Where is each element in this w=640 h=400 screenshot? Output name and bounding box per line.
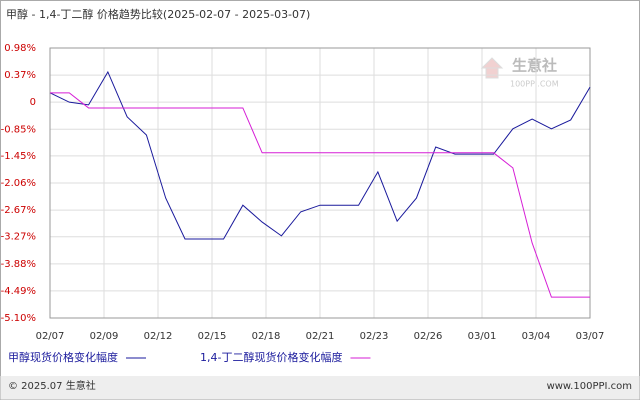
y-tick-label: -2.06% [1, 178, 36, 189]
watermark-site: 100PPI.COM [510, 80, 559, 89]
y-tick-label: 0.98% [4, 43, 36, 54]
y-tick-label: -0.85% [1, 124, 36, 135]
x-tick-label: 02/21 [306, 331, 335, 342]
plot-border [49, 47, 591, 319]
y-tick-label: -3.27% [1, 232, 36, 243]
watermark-name: 生意社 [512, 57, 557, 75]
y-tick-label: -5.10% [1, 313, 36, 324]
x-tick-label: 03/07 [576, 331, 605, 342]
x-tick-label: 02/23 [360, 331, 389, 342]
chart-title: 甲醇 - 1,4-丁二醇 价格趋势比较(2025-02-07 - 2025-03… [6, 7, 310, 21]
y-tick-label: 0.37% [4, 70, 36, 81]
y-tick-label: -2.67% [1, 205, 36, 216]
watermark-icon [480, 57, 504, 79]
legend-label: 1,4-丁二醇现货价格变化幅度 [200, 350, 342, 364]
y-tick-label: -1.45% [1, 151, 36, 162]
x-tick-label: 02/09 [90, 331, 119, 342]
y-tick-label: -3.88% [1, 259, 36, 270]
x-tick-label: 02/12 [144, 331, 173, 342]
y-tick-label: 0 [30, 97, 36, 108]
footer-right: www.100PPI.com [547, 381, 632, 392]
x-tick-label: 02/18 [252, 331, 281, 342]
x-tick-label: 02/26 [414, 331, 443, 342]
y-tick-label: -4.49% [1, 286, 36, 297]
series-line [49, 70, 591, 240]
footer-left: © 2025.07 生意社 [8, 379, 96, 392]
x-tick-label: 02/07 [36, 331, 65, 342]
x-tick-label: 03/04 [522, 331, 551, 342]
x-tick-label: 03/01 [468, 331, 497, 342]
footer-bar [0, 376, 640, 400]
x-tick-label: 02/15 [198, 331, 227, 342]
legend-label: 甲醇现货价格变化幅度 [8, 350, 118, 364]
series-line [50, 92, 590, 298]
